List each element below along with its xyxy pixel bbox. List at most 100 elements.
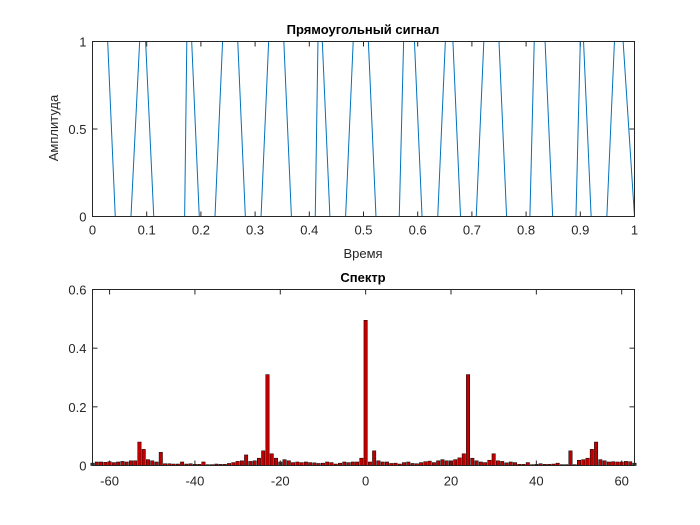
spectrum-bar xyxy=(180,461,185,466)
spectrum-bar xyxy=(158,452,163,466)
signal-x-tick-label: 0.1 xyxy=(138,223,156,238)
spectrum-y-tick-label: 0.6 xyxy=(68,283,86,298)
spectrum-bar xyxy=(295,461,300,466)
spectrum-bar xyxy=(99,461,103,466)
spectrum-bar xyxy=(244,454,249,466)
spectrum-bar xyxy=(500,461,505,466)
signal-y-tick-label: 0 xyxy=(79,210,86,225)
spectrum-y-tick-label: 0 xyxy=(79,459,86,474)
signal-y-axis-label: Амплитуда xyxy=(46,94,61,161)
spectrum-bar xyxy=(461,453,466,466)
spectrum-bar xyxy=(303,461,308,466)
spectrum-bar xyxy=(116,461,121,466)
signal-y-tick-label: 1 xyxy=(79,35,86,50)
spectrum-bar xyxy=(474,460,479,466)
spectrum-bar xyxy=(615,461,620,466)
spectrum-bar xyxy=(453,459,458,466)
spectrum-bar xyxy=(376,460,381,466)
spectrum-bar xyxy=(274,457,278,466)
spectrum-bar xyxy=(440,459,445,466)
spectrum-bar xyxy=(385,461,389,466)
signal-y-tick-label: 0.5 xyxy=(68,122,86,137)
spectrum-bar xyxy=(239,460,244,466)
spectrum-bar xyxy=(466,374,471,466)
signal-x-tick-label: 0.7 xyxy=(463,223,481,238)
spectrum-y-tick-label: 0.2 xyxy=(68,400,86,415)
spectrum-bar xyxy=(427,460,432,466)
spectrum-bar xyxy=(470,457,475,466)
spectrum-bar xyxy=(380,461,385,466)
spectrum-x-tick-label: -60 xyxy=(100,474,119,489)
spectrum-plot: Спектр -60 -40 -20 0 20 40 60 0 0.2 0.4 0.6 xyxy=(68,270,637,489)
spectrum-bar xyxy=(261,450,266,466)
spectrum-bar xyxy=(423,461,428,466)
spectrum-bar xyxy=(589,449,594,466)
spectrum-bar xyxy=(120,461,125,466)
spectrum-bar xyxy=(606,461,611,466)
signal-x-tick-label: 0.8 xyxy=(517,223,535,238)
signal-x-tick-label: 0.4 xyxy=(300,223,318,238)
spectrum-bar xyxy=(495,460,500,466)
spectrum-bar xyxy=(577,459,581,466)
spectrum-bar xyxy=(624,461,628,466)
spectrum-bar xyxy=(150,460,155,466)
spectrum-bar xyxy=(137,441,142,466)
spectrum-bar xyxy=(367,461,372,466)
spectrum-bar xyxy=(350,461,355,466)
spectrum-bar xyxy=(325,461,330,466)
spectrum-bar xyxy=(372,450,377,466)
spectrum-bar xyxy=(487,459,492,466)
spectrum-bar xyxy=(508,461,513,466)
spectrum-bar xyxy=(568,450,573,466)
spectrum-bar xyxy=(478,461,483,466)
spectrum-bar xyxy=(124,461,129,466)
signal-x-tick-label: 0.3 xyxy=(246,223,264,238)
spectrum-bar xyxy=(252,460,257,466)
signal-axis-ticks: 0 0.1 0.2 0.3 0.4 0.5 0.6 0.7 0.8 0.9 1 0 0.5 1 xyxy=(68,35,638,238)
spectrum-bar xyxy=(611,461,616,466)
spectrum-bar xyxy=(598,459,603,466)
spectrum-bar xyxy=(355,461,360,466)
spectrum-bar xyxy=(146,459,150,466)
spectrum-bar xyxy=(265,374,270,466)
spectrum-bar xyxy=(628,461,633,466)
spectrum-plot-frame xyxy=(92,289,635,466)
spectrum-bar xyxy=(269,453,274,466)
spectrum-bar xyxy=(201,461,206,466)
signal-x-tick-label: 0.9 xyxy=(571,223,589,238)
spectrum-bar xyxy=(235,461,240,466)
signal-plot-title: Прямоугольный сигнал xyxy=(287,22,440,37)
spectrum-bar xyxy=(602,460,607,466)
spectrum-x-tick-label: 60 xyxy=(614,474,628,489)
spectrum-bar xyxy=(128,460,133,466)
spectrum-bar xyxy=(94,461,99,466)
signal-x-tick-label: 0.5 xyxy=(354,223,372,238)
spectrum-bar xyxy=(256,457,261,466)
signal-plot: Прямоугольный сигнал Амплитуда Время 0 0.… xyxy=(46,22,638,261)
signal-x-axis-label: Время xyxy=(343,246,382,261)
spectrum-bar xyxy=(282,459,287,466)
spectrum-bar xyxy=(363,320,368,466)
spectrum-bar xyxy=(342,461,347,466)
spectrum-bar xyxy=(359,457,364,466)
spectrum-x-tick-label: 20 xyxy=(444,474,458,489)
spectrum-bar xyxy=(491,453,496,466)
spectrum-bar xyxy=(594,441,599,466)
signal-x-tick-label: 0.6 xyxy=(409,223,427,238)
spectrum-bar xyxy=(585,457,590,466)
spectrum-bar xyxy=(154,461,159,466)
spectrum-x-tick-label: 40 xyxy=(529,474,543,489)
spectrum-bar xyxy=(457,457,462,466)
spectrum-bar xyxy=(133,460,138,466)
spectrum-axis-ticks: -60 -40 -20 0 20 40 60 0 0.2 0.4 0.6 xyxy=(68,283,635,489)
spectrum-bar xyxy=(581,459,586,466)
signal-x-tick-label: 0.2 xyxy=(192,223,210,238)
spectrum-bar xyxy=(141,449,146,466)
spectrum-x-tick-label: 0 xyxy=(362,474,369,489)
signal-plot-frame xyxy=(92,41,635,217)
signal-x-tick-label: 0 xyxy=(89,223,96,238)
spectrum-bar xyxy=(444,460,449,466)
spectrum-plot-title: Спектр xyxy=(340,270,385,285)
spectrum-bar xyxy=(406,461,411,466)
